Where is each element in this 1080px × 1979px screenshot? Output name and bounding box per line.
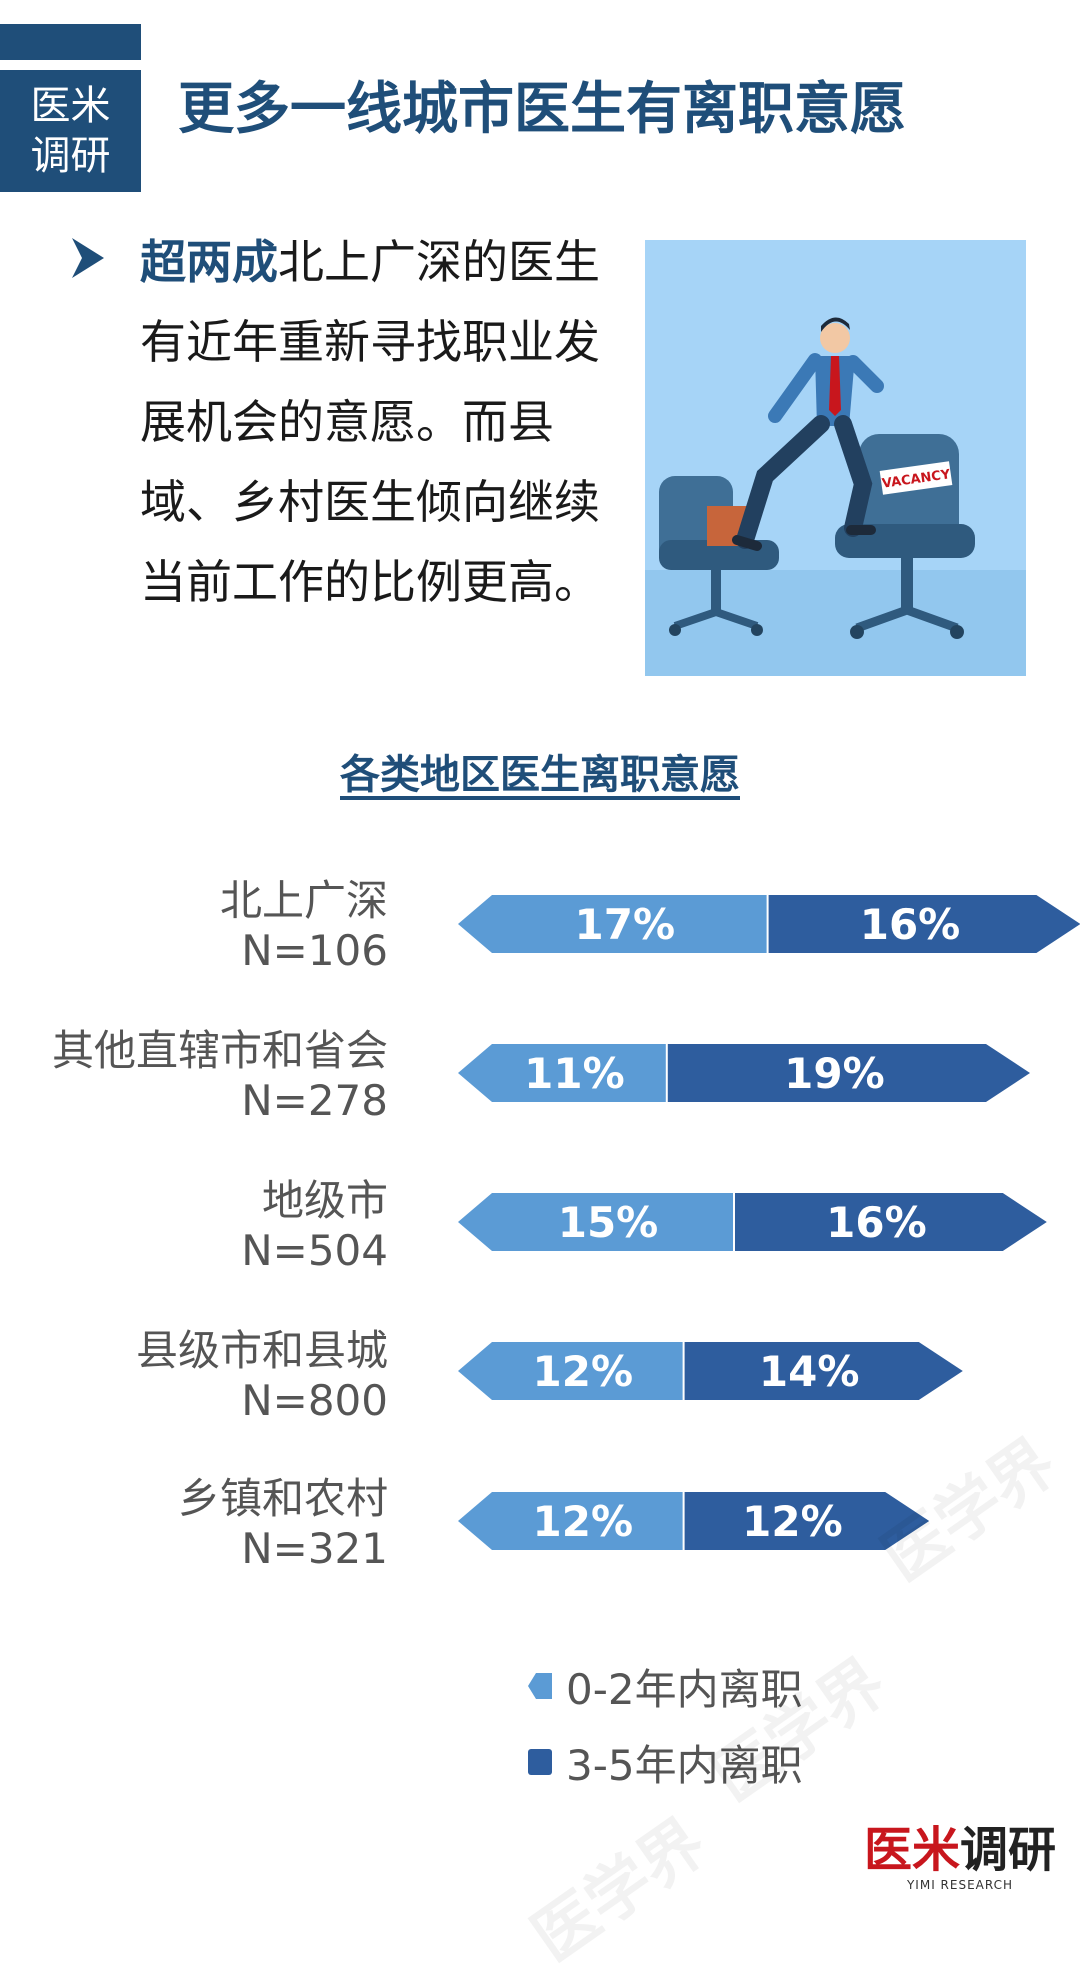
- page-title: 更多一线城市医生有离职意愿: [178, 77, 906, 142]
- bar-segment-0-2-years: [458, 1342, 684, 1400]
- header-accent-bar: [0, 24, 141, 60]
- bar-segment-0-2-years: [458, 1193, 734, 1251]
- category-label: 地级市 N=504: [20, 1176, 388, 1276]
- bar-data-label: 16%: [826, 1198, 927, 1247]
- category-label: 其他直辖市和省会 N=278: [20, 1026, 388, 1126]
- brand-name-dark: 调研: [960, 1822, 1057, 1878]
- badge-line-2: 调研: [30, 133, 111, 179]
- category-name: 地级市: [261, 1176, 388, 1225]
- chart-legend: 0-2年内离职 3-5年内离职: [528, 1648, 803, 1800]
- category-label: 县级市和县城 N=800: [20, 1326, 388, 1426]
- intro-highlight: 超两成: [140, 235, 278, 289]
- intro-paragraph: 超两成北上广深的医生有近年重新寻找职业发展机会的意愿。而县域、乡村医生倾向继续当…: [140, 222, 640, 622]
- bar-data-label: 12%: [533, 1347, 634, 1396]
- category-sample-size: N=504: [241, 1226, 388, 1275]
- bar-segment-3-5-years: [734, 1193, 1047, 1251]
- brand-name-red: 医米: [863, 1822, 960, 1878]
- bar-data-label: 12%: [742, 1497, 843, 1546]
- bar-data-label: 16%: [860, 900, 961, 949]
- category-sample-size: N=106: [241, 926, 388, 975]
- intro-text: 北上广深的医生有近年重新寻找职业发展机会的意愿。而县域、乡村医生倾向继续当前工作…: [140, 235, 600, 609]
- category-label: 乡镇和农村 N=321: [20, 1474, 388, 1574]
- brand-logo: 医米调研 YIMI RESEARCH: [860, 1822, 1060, 1892]
- bar-chart: 17% 16% 11% 19% 15% 16% 12% 14% 12% 12%: [458, 895, 1080, 1550]
- businessman-chair-illustration: VACANCY: [645, 240, 1026, 676]
- legend-label: 3-5年内离职: [566, 1740, 803, 1790]
- bar-segment-0-2-years: [458, 1492, 684, 1550]
- bar-data-label: 15%: [558, 1198, 659, 1247]
- badge-line-1: 医米: [30, 83, 111, 129]
- bar-segment-0-2-years: [458, 1044, 667, 1102]
- right-chair-icon: VACANCY: [835, 434, 975, 639]
- bar-segment-0-2-years: [458, 895, 768, 953]
- category-name: 其他直辖市和省会: [51, 1026, 388, 1075]
- bar-segment-3-5-years: [666, 1044, 1030, 1102]
- category-label: 北上广深 N=106: [20, 876, 388, 976]
- bar-data-label: 11%: [524, 1049, 625, 1098]
- legend-item: 3-5年内离职: [528, 1724, 803, 1800]
- category-name: 县级市和县城: [135, 1326, 388, 1375]
- category-name: 北上广深: [219, 876, 388, 925]
- bar-data-label: 17%: [575, 900, 676, 949]
- legend-item: 0-2年内离职: [528, 1648, 803, 1724]
- bar-segment-3-5-years: [767, 895, 1080, 953]
- bar-segment-3-5-years: [683, 1492, 930, 1550]
- bar-data-label: 14%: [759, 1347, 860, 1396]
- bar-segment-3-5-years: [683, 1342, 963, 1400]
- chart-title: 各类地区医生离职意愿: [340, 752, 740, 798]
- category-sample-size: N=321: [241, 1524, 388, 1573]
- bar-data-label: 12%: [533, 1497, 634, 1546]
- brand-badge: 医米 调研: [0, 70, 141, 192]
- category-sample-size: N=278: [241, 1076, 388, 1125]
- category-sample-size: N=800: [241, 1376, 388, 1425]
- bar-data-label: 19%: [784, 1049, 885, 1098]
- brand-subtitle: YIMI RESEARCH: [906, 1878, 1014, 1892]
- legend-swatch-arrow-left-icon: [528, 1673, 552, 1699]
- category-name: 乡镇和农村: [177, 1474, 388, 1523]
- legend-swatch-square-icon: [528, 1749, 552, 1775]
- businessman-icon: [732, 317, 884, 551]
- legend-label: 0-2年内离职: [566, 1664, 803, 1714]
- bullet-arrow-icon: [72, 238, 104, 278]
